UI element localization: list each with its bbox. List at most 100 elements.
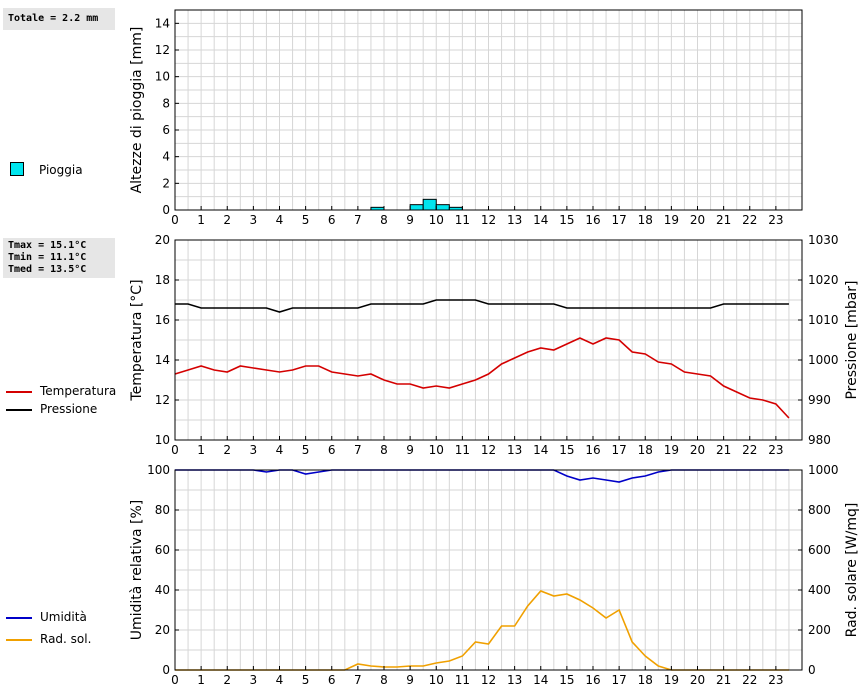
x-tick-label: 22: [742, 673, 757, 687]
x-tick-label: 3: [250, 443, 258, 457]
x-tick-label: 21: [716, 673, 731, 687]
x-tick-label: 23: [768, 673, 783, 687]
humidity-line: [175, 469, 789, 483]
x-tick-label: 12: [481, 673, 496, 687]
x-tick-label: 22: [742, 443, 757, 457]
y-tick-label: 12: [155, 393, 170, 407]
x-tick-label: 5: [302, 213, 310, 227]
x-tick-label: 16: [585, 213, 600, 227]
x-tick-label: 10: [429, 443, 444, 457]
y-tick-label: 20: [155, 233, 170, 247]
x-tick-label: 4: [276, 443, 284, 457]
y-axis-label: Altezze di pioggia [mm]: [129, 27, 145, 194]
x-tick-label: 15: [559, 443, 574, 457]
y2-tick-label: 990: [808, 393, 831, 407]
x-tick-label: 20: [690, 443, 705, 457]
x-tick-label: 12: [481, 213, 496, 227]
x-tick-label: 22: [742, 213, 757, 227]
temperatura-swatch: [6, 391, 32, 393]
y2-axis-label: Pressione [mbar]: [844, 280, 860, 399]
x-tick-label: 4: [276, 673, 284, 687]
x-tick-label: 15: [559, 213, 574, 227]
y2-tick-label: 1030: [808, 233, 839, 247]
x-tick-label: 15: [559, 673, 574, 687]
tmed-label: Tmed = 13.5°C: [8, 264, 87, 275]
x-tick-label: 18: [638, 213, 653, 227]
legend-label-pressione: Pressione: [40, 402, 98, 416]
x-tick-label: 0: [171, 673, 179, 687]
y-tick-label: 16: [155, 313, 170, 327]
x-tick-label: 7: [354, 443, 362, 457]
y-tick-label: 14: [155, 16, 170, 30]
y-tick-label: 100: [147, 463, 170, 477]
y2-tick-label: 400: [808, 583, 831, 597]
chart-panel-humid: [174, 469, 803, 671]
y-tick-label: 12: [155, 43, 170, 57]
y-tick-label: 2: [162, 176, 170, 190]
y-tick-label: 40: [155, 583, 170, 597]
x-tick-label: 13: [507, 443, 522, 457]
pioggia-swatch: [10, 162, 24, 176]
rain-bar: [409, 204, 424, 211]
x-tick-label: 1: [197, 443, 205, 457]
x-tick-label: 20: [690, 673, 705, 687]
y2-tick-label: 980: [808, 433, 831, 447]
x-tick-label: 8: [380, 673, 388, 687]
y-axis-label: Temperatura [°C]: [129, 279, 145, 401]
x-tick-label: 2: [223, 213, 231, 227]
x-tick-label: 16: [585, 443, 600, 457]
x-tick-label: 10: [429, 213, 444, 227]
y2-tick-label: 1010: [808, 313, 839, 327]
rain-bar: [422, 198, 437, 211]
rain-legend: Pioggia: [10, 162, 130, 182]
x-tick-label: 18: [638, 673, 653, 687]
x-tick-label: 8: [380, 443, 388, 457]
x-tick-label: 0: [171, 213, 179, 227]
rain-bar: [435, 204, 450, 211]
x-tick-label: 5: [302, 443, 310, 457]
y2-tick-label: 1000: [808, 463, 839, 477]
x-tick-label: 16: [585, 673, 600, 687]
pressione-swatch: [6, 409, 32, 411]
y2-tick-label: 800: [808, 503, 831, 517]
x-tick-label: 21: [716, 443, 731, 457]
x-tick-label: 21: [716, 213, 731, 227]
x-tick-label: 13: [507, 213, 522, 227]
x-tick-label: 0: [171, 443, 179, 457]
y2-tick-label: 0: [808, 663, 816, 677]
x-tick-label: 14: [533, 673, 548, 687]
chart-panel-temp: [174, 239, 803, 441]
x-tick-label: 14: [533, 443, 548, 457]
x-tick-label: 6: [328, 673, 336, 687]
x-tick-label: 11: [455, 443, 470, 457]
x-tick-label: 19: [664, 673, 679, 687]
humidity-legend: Umidità Rad. sol.: [6, 610, 136, 650]
temperature-line: [174, 337, 790, 419]
y2-tick-label: 1020: [808, 273, 839, 287]
x-tick-label: 8: [380, 213, 388, 227]
x-tick-label: 7: [354, 673, 362, 687]
x-tick-label: 3: [250, 213, 258, 227]
x-tick-label: 6: [328, 443, 336, 457]
y-axis-label: Umidità relativa [%]: [129, 500, 145, 641]
legend-label-temperatura: Temperatura: [40, 384, 117, 398]
x-tick-label: 17: [611, 213, 626, 227]
x-tick-label: 2: [223, 673, 231, 687]
y2-tick-label: 200: [808, 623, 831, 637]
x-tick-label: 13: [507, 673, 522, 687]
x-tick-label: 19: [664, 443, 679, 457]
y-tick-label: 8: [162, 96, 170, 110]
y-tick-label: 60: [155, 543, 170, 557]
legend-label-umidita: Umidità: [40, 610, 87, 624]
x-tick-label: 11: [455, 673, 470, 687]
x-tick-label: 10: [429, 673, 444, 687]
x-tick-label: 7: [354, 213, 362, 227]
rain-total-box: Totale = 2.2 mm: [3, 8, 115, 30]
x-tick-label: 2: [223, 443, 231, 457]
x-tick-label: 17: [611, 443, 626, 457]
y-tick-label: 10: [155, 70, 170, 84]
y-tick-label: 80: [155, 503, 170, 517]
y-tick-label: 0: [162, 203, 170, 217]
x-tick-label: 14: [533, 213, 548, 227]
y-tick-label: 6: [162, 123, 170, 137]
